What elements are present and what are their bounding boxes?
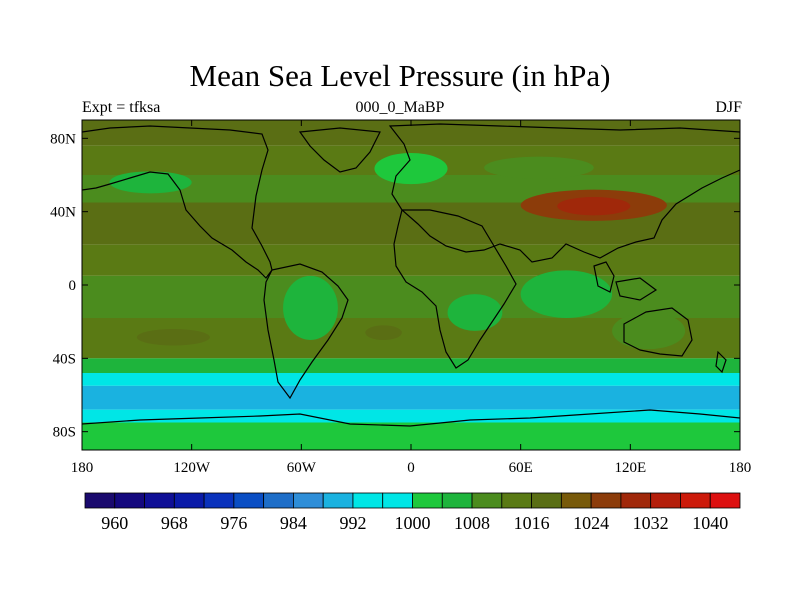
colorbar-swatch-18 [620, 492, 652, 509]
colorbar-swatch-3 [173, 492, 205, 509]
colorbar-label-10: 1040 [692, 513, 728, 533]
colorbar-label-4: 992 [339, 513, 366, 533]
season-label: DJF [715, 99, 742, 116]
experiment-label: Expt = tfksa [82, 99, 161, 116]
y-tick-label-4: 80S [53, 425, 76, 441]
colorbar-swatch-19 [650, 492, 681, 509]
pressure-band-7 [82, 358, 740, 373]
pressure-patch-4 [557, 197, 631, 216]
colorbar-swatch-2 [144, 492, 175, 509]
pressure-band-9 [82, 385, 740, 410]
coastline-africa [393, 209, 517, 369]
pressure-band-8 [82, 373, 740, 386]
y-tick-label-2: 0 [69, 278, 77, 294]
pressure-patch-1 [374, 153, 448, 185]
colorbar-label-5: 1000 [395, 513, 431, 533]
colorbar-swatch-10 [382, 492, 413, 509]
colorbar-swatch-15 [531, 492, 562, 509]
colorbar-swatch-7 [293, 492, 324, 509]
coastline-australia [623, 307, 693, 357]
colorbar-swatch-13 [471, 492, 503, 509]
colorbar-swatch-6 [263, 492, 294, 509]
pressure-patch-9 [520, 270, 613, 318]
coastlines [82, 123, 740, 427]
colorbar-swatch-17 [590, 492, 622, 509]
colorbar-label-2: 976 [220, 513, 247, 533]
pressure-patch-0 [109, 171, 192, 194]
colorbar: 960 968 976 984 992 1000 1008 1016 1024 1032 1040 [84, 492, 741, 533]
period-label: 000_0_MaBP [355, 99, 445, 116]
colorbar-label-7: 1016 [514, 513, 550, 533]
x-tick-label-2: 60W [287, 460, 317, 476]
pressure-patch-6 [365, 325, 402, 340]
pressure-patch-10 [612, 312, 686, 350]
y-tick-label-0: 80N [50, 131, 76, 147]
colorbar-swatch-5 [233, 492, 265, 509]
pressure-field [82, 120, 740, 450]
colorbar-label-0: 960 [101, 513, 128, 533]
y-tick-label-1: 40N [50, 205, 76, 221]
y-tick-label-3: 40S [53, 351, 76, 367]
x-axis: 180 120W 60W 0 60E 120E 180 [71, 120, 752, 476]
pressure-patch-5 [136, 329, 210, 346]
pressure-band-5 [82, 275, 740, 318]
colorbar-label-9: 1032 [633, 513, 669, 533]
coastline-greenland [298, 127, 381, 173]
colorbar-label-3: 984 [280, 513, 307, 533]
colorbar-swatch-9 [352, 492, 384, 509]
x-tick-label-3: 0 [407, 460, 415, 476]
pressure-patch-8 [447, 294, 503, 331]
colorbar-swatch-16 [560, 492, 592, 509]
colorbar-swatch-11 [412, 492, 443, 509]
colorbar-swatch-20 [680, 492, 711, 509]
colorbar-swatch-0 [84, 492, 116, 509]
coastline-north-america [82, 125, 273, 279]
colorbar-swatch-12 [441, 492, 473, 509]
coastline-new-zealand [715, 350, 727, 374]
pressure-band-10 [82, 409, 740, 423]
x-tick-label-1: 120W [173, 460, 211, 476]
colorbar-label-8: 1024 [573, 513, 609, 533]
x-tick-label-6: 180 [729, 460, 752, 476]
x-tick-label-5: 120E [614, 460, 646, 476]
chart-title: Mean Sea Level Pressure (in hPa) [189, 58, 611, 93]
pressure-band-4 [82, 244, 740, 276]
coastline-indonesia [593, 261, 658, 301]
x-tick-label-0: 180 [71, 460, 94, 476]
pressure-patch-2 [484, 156, 594, 179]
x-tick-label-4: 60E [509, 460, 533, 476]
colorbar-swatch-21 [709, 492, 741, 509]
coastline-eurasia [388, 123, 740, 263]
coastline-antarctica [82, 409, 740, 427]
colorbar-label-1: 968 [161, 513, 188, 533]
y-axis: 80N 40N 0 40S 80S [50, 131, 740, 441]
colorbar-swatch-14 [501, 492, 532, 509]
colorbar-swatch-4 [203, 492, 235, 509]
colorbar-label-6: 1008 [454, 513, 490, 533]
colorbar-swatch-1 [114, 492, 145, 509]
pressure-patch-7 [283, 275, 338, 340]
colorbar-swatch-8 [322, 492, 354, 509]
coastline-south-america [263, 263, 349, 400]
